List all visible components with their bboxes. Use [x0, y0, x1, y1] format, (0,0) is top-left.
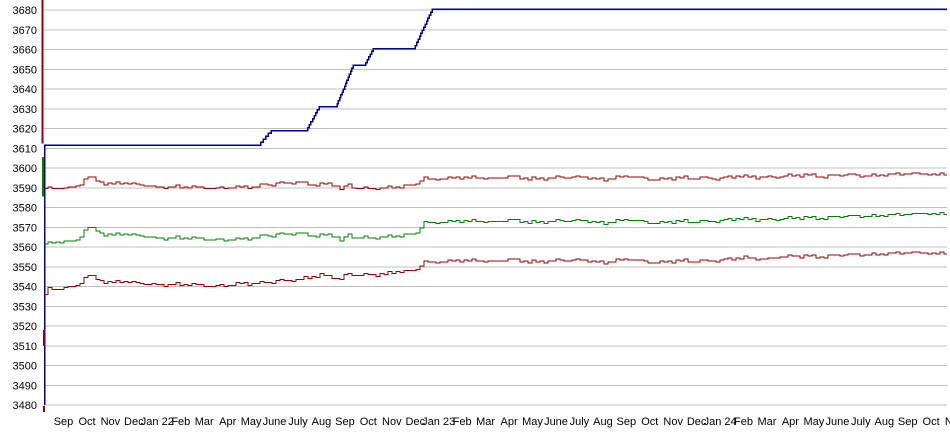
y-tick-label: 3540	[13, 282, 37, 294]
x-tick-label: June	[544, 416, 568, 428]
y-tick-label: 3670	[13, 25, 37, 37]
x-tick-label: June	[825, 416, 849, 428]
y-tick-label: 3520	[13, 321, 37, 333]
x-tick-label: Apr	[782, 416, 799, 428]
gridlines	[44, 9, 947, 406]
x-tick-label: May	[522, 416, 543, 428]
x-tick-label: Aug	[875, 416, 895, 428]
x-tick-label: Jan 22	[141, 416, 174, 428]
y-tick-label: 3500	[13, 361, 37, 373]
x-tick-label: Sep	[54, 416, 74, 428]
upper-red-line	[44, 172, 947, 191]
x-tick-label: Mar	[476, 416, 495, 428]
y-tick-label: 3490	[13, 380, 37, 392]
x-tick-label: Sep	[898, 416, 918, 428]
series-lines	[43, 8, 947, 405]
x-tick-label: May	[241, 416, 262, 428]
y-tick-label: 3580	[13, 203, 37, 215]
x-tick-label: Dec	[687, 416, 707, 428]
y-tick-label: 3630	[13, 104, 37, 116]
x-tick-label: Jan 23	[422, 416, 455, 428]
x-tick-label: July	[570, 416, 590, 428]
x-tick-label: Dec	[124, 416, 144, 428]
y-tick-label: 3590	[13, 183, 37, 195]
x-tick-label: Sep	[617, 416, 637, 428]
x-tick-label: Aug	[593, 416, 613, 428]
y-tick-label: 3530	[13, 301, 37, 313]
x-tick-label: July	[288, 416, 308, 428]
y-tick-label: 3620	[13, 124, 37, 136]
y-tick-label: 3680	[13, 5, 37, 17]
blue-step-line	[43, 8, 947, 405]
x-tick-label: Jan 24	[704, 416, 737, 428]
x-tick-label: Apr	[219, 416, 236, 428]
y-tick-label: 3650	[13, 64, 37, 76]
y-tick-label: 3570	[13, 222, 37, 234]
x-tick-label: May	[804, 416, 825, 428]
x-tick-label: Oct	[360, 416, 377, 428]
x-tick-label: Apr	[501, 416, 518, 428]
x-tick-label: Dec	[406, 416, 426, 428]
y-tick-label: 3660	[13, 45, 37, 57]
start-spikes	[41, 0, 45, 412]
x-tick-label: Mar	[758, 416, 777, 428]
x-tick-label: Sep	[335, 416, 355, 428]
x-tick-label: Oct	[923, 416, 940, 428]
x-tick-label: Nov	[945, 416, 950, 428]
x-tick-label: June	[263, 416, 287, 428]
x-tick-label: Nov	[101, 416, 121, 428]
x-tick-label: Feb	[734, 416, 753, 428]
y-tick-label: 3600	[13, 163, 37, 175]
x-tick-label: Feb	[453, 416, 472, 428]
x-tick-label: July	[851, 416, 871, 428]
y-tick-label: 3640	[13, 84, 37, 96]
lower-red-line	[44, 251, 947, 295]
y-axis-labels: 3480 3490 3500 3510 3520 3530 3540 3550 3560 3570…	[13, 5, 37, 412]
y-tick-label: 3550	[13, 262, 37, 274]
x-tick-label: Oct	[78, 416, 95, 428]
x-tick-label: Aug	[312, 416, 332, 428]
x-tick-label: Mar	[195, 416, 214, 428]
y-tick-label: 3610	[13, 143, 37, 155]
y-tick-label: 3560	[13, 242, 37, 254]
x-tick-label: Nov	[663, 416, 683, 428]
green-middle-line	[44, 211, 947, 245]
y-tick-label: 3510	[13, 341, 37, 353]
x-tick-label: Feb	[171, 416, 190, 428]
y-tick-label: 3480	[13, 400, 37, 412]
x-tick-label: Nov	[382, 416, 402, 428]
x-tick-label: Oct	[641, 416, 658, 428]
